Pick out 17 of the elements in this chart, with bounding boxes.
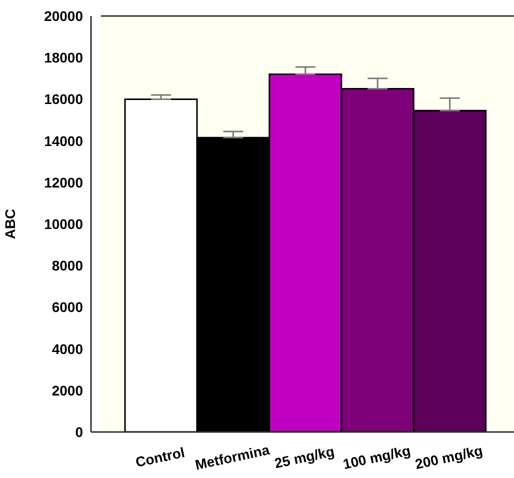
y-tick-label: 18000	[44, 50, 84, 66]
y-tick-label: 4000	[52, 340, 84, 357]
y-tick-label: 14000	[44, 132, 84, 149]
y-tick-label: 12000	[44, 174, 84, 190]
x-tick-label: 25 mg/kg	[273, 442, 336, 472]
x-tick-label: Control	[134, 444, 186, 470]
y-axis-title: ABC	[2, 208, 18, 240]
y-tick-label: 10000	[44, 216, 84, 232]
x-tick-label: 100 mg/kg	[342, 442, 412, 472]
x-tick-label: Metformina	[194, 441, 272, 473]
y-tick-label: 6000	[52, 299, 84, 316]
y-tick-label: 16000	[44, 91, 84, 108]
y-tick-label: 0	[75, 424, 84, 440]
y-tick-label: 20000	[44, 8, 84, 24]
y-tick-label: 8000	[52, 258, 84, 274]
y-tick-label: 2000	[52, 382, 84, 398]
x-tick-label: 200 mg/kg	[414, 442, 484, 472]
